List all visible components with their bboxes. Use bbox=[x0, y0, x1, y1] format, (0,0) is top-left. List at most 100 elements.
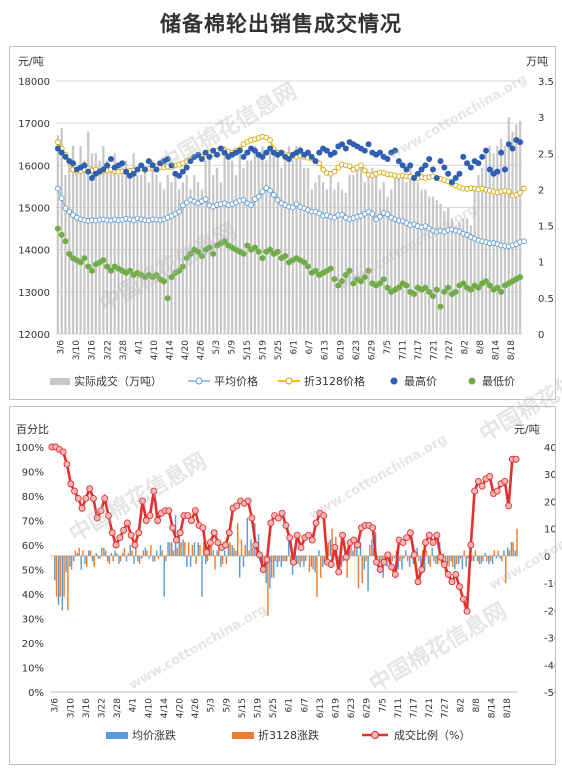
low-price-point bbox=[331, 276, 338, 283]
ratio-point bbox=[74, 494, 82, 502]
y2-tick-label: 2.5 bbox=[538, 149, 554, 160]
high-price-point bbox=[399, 162, 406, 169]
volume-bar bbox=[450, 218, 454, 334]
ratio-point bbox=[274, 514, 282, 522]
volume-bar bbox=[428, 196, 431, 334]
y2-tick-label: -400 bbox=[544, 661, 555, 672]
avg-change-bar bbox=[401, 555, 403, 570]
p3128-change-bar bbox=[236, 523, 239, 556]
p3128-change-bar bbox=[104, 550, 107, 556]
legend-label: 均价涨跌 bbox=[132, 728, 176, 742]
high-price-point bbox=[411, 174, 418, 181]
p3128-change-bar bbox=[153, 555, 156, 562]
volume-bar bbox=[431, 196, 435, 334]
ratio-point bbox=[380, 558, 388, 566]
p3128-change-bar bbox=[425, 550, 428, 556]
volume-bar bbox=[299, 146, 302, 334]
ratio-point bbox=[486, 472, 494, 480]
high-price-point bbox=[142, 166, 149, 173]
avg-change-bar bbox=[295, 555, 298, 565]
volume-bar bbox=[356, 167, 359, 334]
volume-bar bbox=[401, 174, 404, 334]
low-price-point bbox=[244, 242, 251, 249]
volume-bar bbox=[333, 189, 336, 334]
p3128-change-bar bbox=[255, 547, 258, 556]
high-price-point bbox=[448, 179, 455, 186]
y-tick-label: 70% bbox=[22, 517, 44, 528]
ratio-point bbox=[225, 529, 233, 537]
volume-bar bbox=[518, 120, 522, 334]
p3128-change-bar bbox=[406, 555, 409, 562]
ratio-point bbox=[418, 566, 426, 573]
volume-bar bbox=[511, 131, 514, 334]
low-price-point bbox=[342, 271, 349, 278]
avg-change-bar bbox=[340, 555, 343, 567]
volume-bar bbox=[121, 160, 124, 334]
volume-bar bbox=[151, 160, 154, 334]
avg-change-bar bbox=[454, 555, 456, 570]
high-price-point bbox=[498, 149, 505, 156]
p3128-change-bar bbox=[138, 555, 141, 565]
avg-change-bar bbox=[461, 555, 464, 570]
ratio-point bbox=[78, 504, 86, 512]
avg-change-bar bbox=[359, 542, 362, 556]
volume-bar bbox=[170, 182, 173, 334]
low-price-point bbox=[384, 284, 391, 291]
low-price-point bbox=[221, 238, 228, 245]
p3128-change-bar bbox=[206, 555, 209, 562]
high-price-point bbox=[236, 147, 243, 154]
y-axis-label: 元/吨 bbox=[18, 55, 44, 68]
low-price-point bbox=[66, 250, 73, 257]
avg-price-point bbox=[373, 216, 379, 223]
p3128-change-bar bbox=[448, 555, 450, 567]
y2-tick-label: 3 bbox=[538, 113, 544, 124]
high-price-point bbox=[164, 156, 171, 163]
p3128-change-bar bbox=[101, 547, 103, 556]
volume-bar bbox=[208, 153, 211, 334]
p3128-change-bar bbox=[274, 555, 277, 562]
high-price-point bbox=[501, 166, 508, 173]
avg-change-bar bbox=[125, 555, 128, 562]
low-price-point bbox=[88, 267, 95, 274]
ratio-point bbox=[505, 502, 513, 510]
ratio-point bbox=[474, 477, 482, 485]
volume-bar bbox=[500, 138, 503, 334]
legend-label: 最高价 bbox=[404, 374, 437, 388]
x-tick-label: 8/18 bbox=[507, 340, 517, 360]
p3128-change-bar bbox=[214, 555, 216, 570]
y-tick-label: 14000 bbox=[18, 246, 50, 257]
avg-change-bar bbox=[299, 555, 301, 567]
volume-bar bbox=[515, 124, 518, 334]
p3128-change-bar bbox=[86, 555, 88, 567]
p3128-change-bar bbox=[467, 555, 469, 559]
high-price-point bbox=[403, 166, 410, 173]
avg-price-point bbox=[70, 212, 76, 218]
p3128-change-bar bbox=[463, 550, 465, 556]
ratio-point bbox=[105, 512, 112, 520]
high-price-point bbox=[467, 164, 474, 171]
ratio-point bbox=[176, 529, 184, 537]
volume-bar bbox=[473, 189, 476, 334]
avg-change-bar bbox=[201, 555, 203, 597]
volume-bar bbox=[257, 153, 260, 334]
p3128-change-bar bbox=[384, 555, 386, 559]
low-price-point bbox=[259, 255, 266, 262]
legend-label: 最低价 bbox=[482, 375, 515, 388]
low-price-point bbox=[62, 238, 69, 245]
avg-change-bar bbox=[269, 555, 271, 589]
p3128-price-point bbox=[361, 167, 368, 174]
p3128-change-bar bbox=[437, 555, 439, 565]
p3128-change-bar bbox=[376, 555, 379, 559]
x-tick-label: 3/10 bbox=[72, 340, 82, 360]
low-price-point bbox=[517, 274, 524, 281]
x-tick-label: 3/28 bbox=[113, 698, 123, 718]
high-price-point bbox=[365, 141, 372, 148]
volume-bar bbox=[128, 167, 132, 334]
ratio-point bbox=[478, 482, 486, 490]
high-price-point bbox=[441, 164, 448, 171]
avg-change-bar bbox=[427, 555, 430, 565]
volume-bar bbox=[412, 174, 416, 334]
ratio-point bbox=[116, 534, 124, 542]
p3128-change-bar bbox=[474, 550, 477, 556]
high-price-point bbox=[308, 153, 315, 160]
